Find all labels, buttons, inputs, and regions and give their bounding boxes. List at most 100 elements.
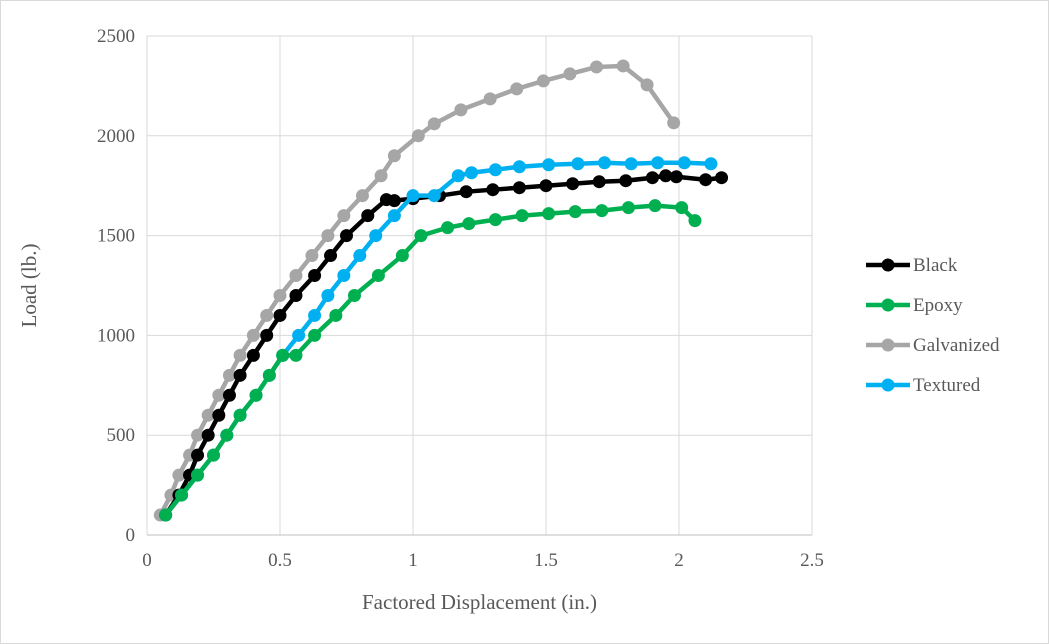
data-point-black: [273, 308, 287, 322]
data-point-black: [659, 169, 673, 183]
data-point-galvanized: [260, 308, 274, 322]
y-tick-label: 2000: [97, 126, 135, 147]
data-point-galvanized: [321, 229, 335, 243]
data-point-textured: [406, 189, 420, 203]
data-point-epoxy: [276, 348, 290, 362]
data-point-textured: [488, 163, 502, 177]
legend-item-textured: Textured: [866, 375, 981, 396]
data-point-galvanized: [172, 468, 186, 482]
data-point-textured: [369, 229, 383, 243]
data-point-galvanized: [427, 117, 441, 131]
data-point-galvanized: [483, 92, 497, 106]
data-point-black: [246, 348, 260, 362]
data-point-epoxy: [568, 205, 582, 219]
data-point-black: [191, 448, 205, 462]
data-point-textured: [571, 157, 585, 171]
y-tick-label: 0: [126, 525, 136, 546]
data-point-textured: [598, 156, 612, 170]
legend-item-black: Black: [866, 255, 958, 276]
series-epoxy: [159, 199, 702, 522]
data-point-epoxy: [262, 368, 276, 382]
legend-marker-galvanized: [881, 338, 895, 352]
data-point-galvanized: [640, 78, 654, 92]
data-point-galvanized: [536, 74, 550, 88]
data-point-black: [512, 181, 526, 195]
data-point-galvanized: [454, 103, 468, 117]
y-tick-label: 2500: [97, 26, 135, 47]
data-point-textured: [292, 328, 306, 342]
y-axis-title: Load (lb.): [17, 244, 41, 328]
data-point-black: [699, 173, 713, 187]
data-point-galvanized: [616, 59, 630, 73]
data-point-black: [308, 269, 322, 283]
data-point-galvanized: [667, 116, 681, 130]
data-point-galvanized: [590, 60, 604, 74]
y-tick-label: 1000: [97, 325, 135, 346]
x-tick-label: 0: [142, 550, 152, 571]
data-point-textured: [308, 308, 322, 322]
data-point-epoxy: [233, 408, 247, 422]
data-point-galvanized: [387, 149, 401, 163]
data-point-epoxy: [207, 448, 220, 462]
data-point-galvanized: [305, 249, 319, 263]
series-line-epoxy: [163, 203, 697, 517]
data-point-epoxy: [191, 468, 205, 482]
data-point-black: [340, 229, 353, 243]
data-point-epoxy: [621, 201, 635, 215]
series-line-textured: [163, 160, 712, 517]
data-point-epoxy: [220, 428, 234, 442]
data-point-galvanized: [201, 408, 215, 422]
x-tick-label: 0.5: [268, 550, 292, 571]
data-point-epoxy: [675, 201, 689, 215]
data-point-epoxy: [249, 388, 263, 402]
legend-label-textured: Textured: [913, 375, 981, 396]
data-point-galvanized: [212, 388, 226, 402]
x-axis-title: Factored Displacement (in.): [362, 590, 597, 614]
data-point-textured: [451, 169, 465, 183]
legend-item-epoxy: Epoxy: [866, 295, 963, 316]
data-point-textured: [465, 166, 479, 180]
series-galvanized: [153, 59, 681, 522]
legend-marker-textured: [881, 378, 895, 392]
data-point-epoxy: [329, 308, 343, 322]
data-point-black: [212, 408, 226, 422]
data-point-textured: [427, 189, 441, 203]
data-point-textured: [387, 209, 401, 223]
data-point-epoxy: [462, 217, 476, 231]
data-point-textured: [321, 288, 335, 302]
data-point-epoxy: [688, 214, 702, 228]
data-point-black: [201, 428, 215, 442]
data-point-epoxy: [175, 488, 189, 502]
tick-labels: 0 500 1000 1500 2000 2500 0 0.5 1 1.5 2 2.5: [97, 26, 824, 571]
data-point-black: [361, 209, 375, 223]
legend-item-galvanized: Galvanized: [866, 335, 1000, 356]
data-point-epoxy: [414, 229, 428, 243]
y-tick-label: 500: [107, 425, 136, 446]
data-point-epoxy: [441, 221, 455, 235]
data-point-galvanized: [191, 428, 205, 442]
data-point-black: [619, 174, 633, 188]
data-point-black: [539, 179, 553, 193]
data-point-galvanized: [233, 348, 247, 362]
data-point-galvanized: [289, 269, 303, 283]
data-point-black: [592, 175, 606, 189]
data-point-epoxy: [395, 249, 409, 263]
legend-marker-black: [881, 258, 895, 272]
plot-area: [153, 59, 729, 522]
data-point-epoxy: [371, 269, 385, 283]
data-point-black: [233, 368, 247, 382]
data-point-black: [387, 194, 401, 208]
data-point-black: [669, 170, 683, 184]
data-point-galvanized: [246, 328, 260, 342]
data-point-epoxy: [308, 328, 322, 342]
data-point-epoxy: [542, 207, 556, 221]
data-point-galvanized: [510, 82, 524, 96]
data-point-epoxy: [515, 209, 529, 223]
legend-marker-epoxy: [881, 298, 895, 312]
axes: [146, 36, 812, 536]
x-tick-label: 1.5: [534, 550, 558, 571]
legend: Black Epoxy Galvanized Textured: [866, 255, 1000, 396]
data-point-epoxy: [488, 213, 502, 227]
